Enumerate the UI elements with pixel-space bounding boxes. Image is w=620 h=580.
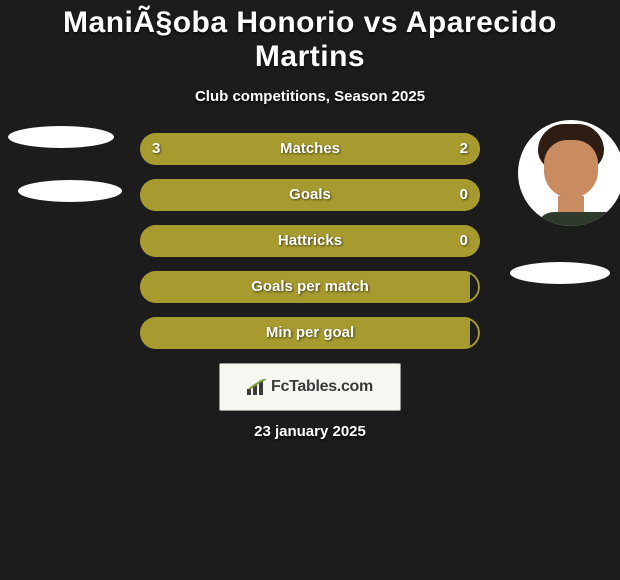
- stat-label: Min per goal: [140, 317, 480, 349]
- stat-label: Goals: [140, 179, 480, 211]
- fctables-logo[interactable]: FcTables.com: [219, 363, 401, 411]
- page-title: ManiÃ§oba Honorio vs Aparecido Martins: [10, 0, 610, 74]
- player-right-avatar-fragment-2: [510, 262, 610, 284]
- stat-bars: 32Matches 0Goals 0Hattricks Goals per match…: [140, 133, 480, 349]
- subtitle: Club competitions, Season 2025: [0, 88, 620, 105]
- snapshot-date: 23 january 2025: [0, 423, 620, 440]
- player-left-avatar-fragment-1: [8, 126, 114, 148]
- stat-row: 0Goals: [140, 179, 480, 211]
- comparison-card: ManiÃ§oba Honorio vs Aparecido Martins C…: [0, 0, 620, 580]
- logo-text: FcTables.com: [271, 378, 373, 396]
- player-left-avatar-fragment-2: [18, 180, 122, 202]
- stat-row: 32Matches: [140, 133, 480, 165]
- stat-label: Goals per match: [140, 271, 480, 303]
- stat-label: Matches: [140, 133, 480, 165]
- player-right-avatar: [518, 120, 620, 226]
- stat-row: 0Hattricks: [140, 225, 480, 257]
- stat-row: Goals per match: [140, 271, 480, 303]
- avatar-face-placeholder: [536, 124, 606, 226]
- stat-row: Min per goal: [140, 317, 480, 349]
- stat-label: Hattricks: [140, 225, 480, 257]
- bar-chart-icon: [247, 379, 267, 395]
